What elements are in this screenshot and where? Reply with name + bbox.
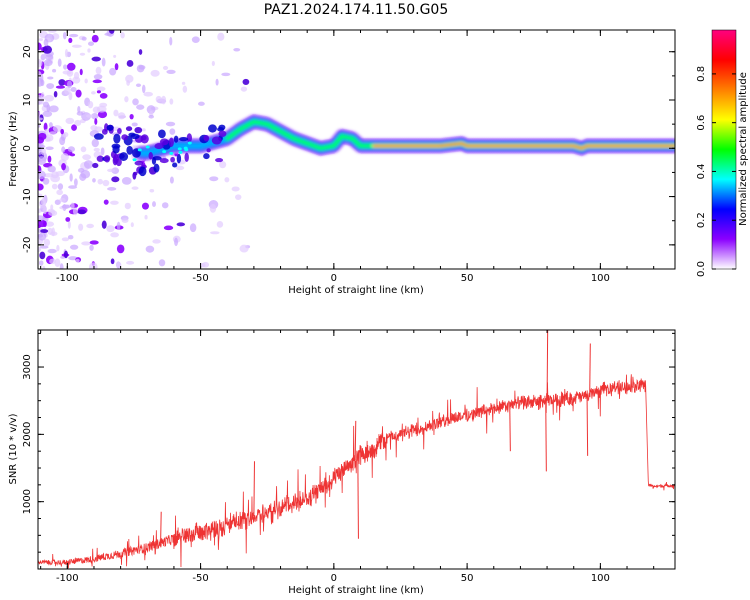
snr-frame	[37, 329, 676, 570]
snr-spike	[357, 457, 359, 539]
x-tick-label: -50	[192, 273, 208, 284]
chart-title: PAZ1.2024.174.11.50.G05	[264, 2, 449, 18]
x-tick-label: 100	[591, 273, 610, 284]
snr-spike	[354, 420, 357, 460]
snr-spike	[546, 330, 549, 401]
y-tick-label: 2000	[22, 422, 33, 447]
snr-spike	[367, 450, 370, 455]
colorbar-tick-label: 0.8	[696, 66, 707, 82]
snr-ticks: -100 -50 0 50 100 1000 2000 3000	[22, 330, 675, 584]
spectrogram-content	[38, 30, 675, 269]
y-tick-label: -20	[22, 237, 33, 253]
y-tick-label: -10	[22, 188, 33, 204]
x-tick-label: -100	[56, 273, 79, 284]
x-tick-label: 0	[331, 273, 337, 284]
snr-spike	[589, 343, 591, 395]
spectrogram-x-axis-label: Height of straight line (km)	[288, 285, 424, 296]
y-tick-label: 20	[22, 45, 33, 58]
colorbar-tick-label: 0.2	[696, 212, 707, 228]
snr-series-line	[38, 374, 675, 569]
colorbar-tick-label: 0.4	[696, 163, 707, 179]
spectrogram-noise	[38, 30, 251, 269]
snr-plot-area	[38, 330, 675, 569]
spectrogram-y-axis-label: Frequency (Hz)	[8, 111, 19, 187]
x-tick-label: 50	[461, 573, 474, 584]
colorbar-label: Normalized spectral amplitude	[738, 72, 749, 226]
snr-x-axis-label: Height of straight line (km)	[288, 585, 424, 596]
x-tick-label: 100	[591, 573, 610, 584]
snr-spike	[545, 400, 547, 472]
snr-spike	[586, 395, 589, 456]
snr-content	[38, 330, 675, 569]
snr-y-axis-label: SNR (10 * v/v)	[8, 413, 19, 484]
y-tick-label: 1000	[22, 489, 33, 514]
y-tick-label: 10	[22, 94, 33, 107]
snr-spike	[160, 511, 162, 544]
snr-spike	[253, 461, 255, 517]
colorbar-gradient	[712, 30, 736, 269]
colorbar-ticks: 0.0 0.2 0.4 0.6 0.8	[696, 29, 737, 277]
x-tick-label: 0	[331, 573, 337, 584]
colorbar-tick-label: 0.6	[696, 115, 707, 131]
x-tick-label: -50	[192, 573, 208, 584]
colorbar: 0.0 0.2 0.4 0.6 0.8 Normalized spectral ampl…	[696, 29, 749, 277]
x-tick-label: -100	[56, 573, 79, 584]
spectrogram-blobs	[93, 123, 227, 177]
spectrogram-frame	[37, 29, 676, 270]
x-tick-label: 50	[461, 273, 474, 284]
y-tick-label: 0	[22, 145, 33, 151]
snr-panel: -100 -50 0 50 100 1000 2000 3000 Height of stra…	[8, 329, 676, 596]
colorbar-tick-label: 0.0	[696, 261, 707, 277]
snr-spike	[509, 405, 511, 452]
y-tick-label: 3000	[22, 354, 33, 379]
spectrogram-ridge	[135, 115, 675, 160]
